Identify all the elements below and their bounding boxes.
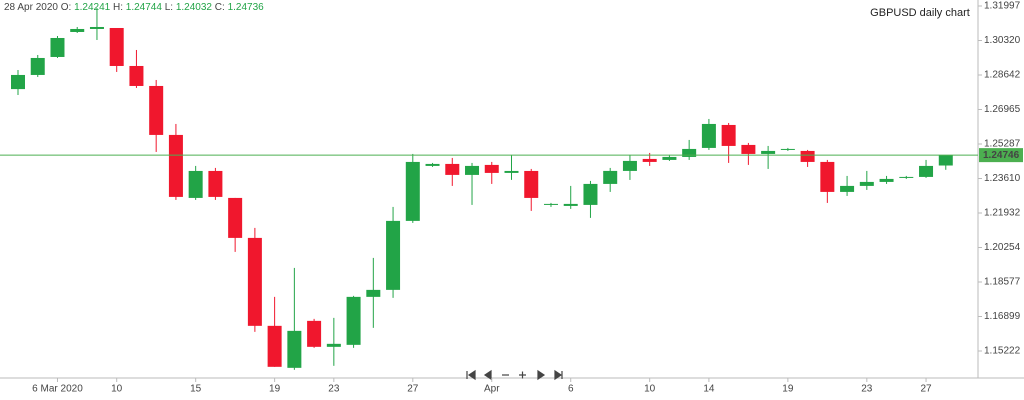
candle-body — [346, 296, 361, 345]
x-tick-label: 10 — [644, 384, 656, 395]
candle-body — [366, 289, 381, 297]
candle-body — [149, 85, 164, 135]
candle-body — [129, 65, 144, 86]
y-tick-label: 1.31997 — [984, 1, 1021, 12]
header-value: 1.24744 — [126, 2, 163, 13]
candle-body — [682, 148, 697, 157]
last-price-box — [979, 148, 1023, 163]
candle-body — [622, 160, 637, 171]
x-tick-label: 6 — [568, 384, 574, 395]
candle-body — [820, 161, 835, 192]
candle-body — [228, 197, 243, 238]
header-label: C: — [215, 2, 225, 13]
x-tick-label: 27 — [407, 384, 419, 395]
candle-body — [425, 163, 440, 166]
nav-next[interactable] — [537, 369, 546, 381]
candle-body — [642, 158, 657, 162]
x-tick-label: 6 Mar 2020 — [32, 384, 83, 395]
candle-body — [50, 37, 65, 57]
candle-body — [247, 237, 262, 326]
y-tick-label: 1.18577 — [984, 277, 1021, 288]
candle-body — [504, 170, 519, 173]
chart-title: GBPUSD daily chart — [870, 7, 970, 19]
candle-body — [208, 170, 223, 197]
candle-body — [386, 220, 401, 290]
x-tick-label: 23 — [861, 384, 873, 395]
header-value: 1.24241 — [74, 2, 111, 13]
x-tick-label: Apr — [484, 384, 500, 395]
candle-body — [188, 170, 203, 198]
candle-body — [109, 27, 124, 66]
candle-body — [721, 124, 736, 146]
candle-body — [307, 320, 322, 347]
nav-prev[interactable] — [483, 369, 492, 381]
candle-body — [899, 176, 914, 178]
header-label: L: — [165, 2, 173, 13]
candle-body — [287, 330, 302, 368]
y-tick-label: 1.23610 — [984, 173, 1021, 184]
candle-body — [168, 134, 183, 197]
candle-body — [405, 161, 420, 221]
candle-body — [938, 155, 953, 166]
header-date: 28 Apr 2020 — [4, 2, 58, 13]
candle-body — [326, 343, 341, 347]
y-tick-label: 1.25287 — [984, 139, 1021, 150]
candle-body — [859, 181, 874, 186]
y-tick-label: 1.16899 — [984, 311, 1021, 322]
x-tick-label: 23 — [328, 384, 340, 395]
header-value: 1.24032 — [176, 2, 213, 13]
candle-body — [484, 164, 499, 173]
navigation — [466, 369, 563, 381]
candle-body — [603, 170, 618, 184]
candle-body — [761, 150, 776, 154]
header-label: H: — [113, 2, 123, 13]
x-tick-label: 14 — [703, 384, 715, 395]
x-tick-label: 15 — [190, 384, 202, 395]
candle-body — [583, 183, 598, 205]
y-tick-label: 1.15222 — [984, 346, 1021, 357]
candle-body — [89, 26, 104, 29]
candle-body — [662, 156, 677, 160]
candle-body — [524, 170, 539, 198]
nav-last[interactable] — [554, 369, 563, 381]
candle-body — [741, 144, 756, 154]
candle-body — [11, 74, 25, 90]
nav-first[interactable] — [466, 369, 476, 381]
candle-body — [879, 178, 894, 182]
x-tick-label: 10 — [111, 384, 123, 395]
x-tick-label: 27 — [920, 384, 932, 395]
y-tick-label: 1.30320 — [984, 35, 1021, 46]
candle-body — [563, 203, 578, 206]
candle-body — [70, 28, 85, 32]
y-tick-label: 1.21932 — [984, 208, 1021, 219]
candle-body — [445, 163, 460, 175]
candle-body — [267, 325, 282, 367]
candle-body — [701, 123, 716, 148]
last-price-label: 1.24746 — [983, 150, 1020, 161]
x-tick-label: 19 — [269, 384, 281, 395]
x-tick-label: 19 — [782, 384, 794, 395]
candle-body — [840, 185, 855, 192]
header-value: 1.24736 — [228, 2, 265, 13]
nav-zoom-in[interactable] — [519, 371, 526, 379]
y-tick-label: 1.26965 — [984, 104, 1021, 115]
candle-body — [800, 150, 815, 162]
y-tick-label: 1.20254 — [984, 242, 1021, 253]
candle-body — [780, 148, 795, 150]
y-tick-label: 1.28642 — [984, 70, 1021, 81]
ohlc-header: 28 Apr 2020 O: 1.24241 H: 1.24744 L: 1.2… — [4, 2, 264, 13]
candle-body — [919, 165, 934, 177]
header-label: O: — [61, 2, 72, 13]
candle-body — [30, 57, 45, 75]
candle-body — [543, 203, 558, 205]
candle-body — [465, 165, 480, 175]
